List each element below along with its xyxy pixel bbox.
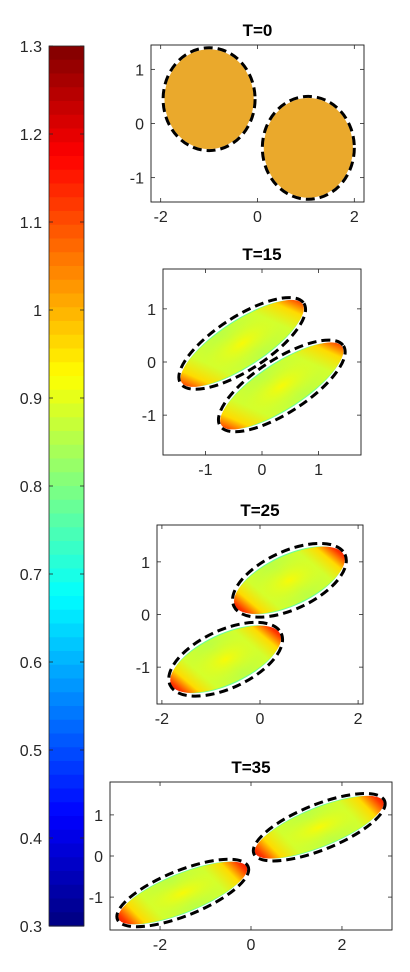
y-tick-label: 1 [141, 555, 150, 572]
y-tick-label: -1 [142, 408, 156, 425]
y-tick-label: -1 [136, 660, 150, 677]
x-tick-label: -2 [154, 209, 168, 226]
y-tick-label: 1 [135, 62, 144, 79]
droplet-fill [164, 49, 254, 150]
colorbar-tick-label: 0.6 [20, 655, 42, 672]
panel-t35: T=35 -2 0 2 1 0 -1 [89, 758, 393, 954]
colorbar-tick-label: 1.3 [20, 39, 42, 56]
y-tick-label: 0 [94, 849, 103, 866]
colorbar-tick-label: 0.7 [20, 567, 42, 584]
x-tick-label: -2 [153, 937, 167, 954]
y-tick-label: -1 [89, 890, 103, 907]
panel-title: T=25 [240, 501, 279, 520]
droplet-outline [115, 857, 251, 929]
colorbar: 1.3 1.2 1.1 1 0.9 0.8 0.7 0.6 0.5 0.4 0.3 [20, 39, 85, 936]
colorbar-tick-label: 0.5 [20, 743, 42, 760]
y-tick-label: 1 [147, 302, 156, 319]
x-tick-label: 1 [314, 462, 323, 479]
colorbar-tick-label: 0.3 [20, 919, 42, 936]
droplet-outline [216, 338, 347, 434]
droplet-outline [260, 94, 356, 201]
y-tick-label: -1 [130, 171, 144, 188]
panel-t15: T=15 -1 0 1 1 0 -1 [142, 245, 362, 479]
colorbar-tick-label: 0.4 [20, 831, 42, 848]
colorbar-tick-label: 0.8 [20, 479, 42, 496]
x-tick-label: 0 [256, 711, 265, 728]
y-tick-label: 0 [135, 117, 144, 134]
x-tick-label: -2 [155, 711, 169, 728]
droplet-outline [251, 792, 387, 863]
colorbar-tick-label: 0.9 [20, 391, 42, 408]
panel-t25: T=25 -2 0 2 1 0 -1 [136, 501, 364, 728]
panel-t0: T=0 -2 0 2 1 0 -1 [130, 21, 365, 226]
droplet-outline [231, 541, 348, 619]
x-tick-label: 2 [350, 209, 359, 226]
droplet-outline [167, 620, 285, 698]
droplet-fill [263, 97, 353, 198]
y-tick-label: 0 [141, 608, 150, 625]
y-tick-label: 1 [94, 808, 103, 825]
colorbar-tick-label: 1.1 [20, 215, 42, 232]
y-tick-label: 0 [147, 355, 156, 372]
panel-title: T=0 [243, 21, 273, 40]
x-tick-label: 0 [247, 937, 256, 954]
x-tick-label: -1 [198, 462, 212, 479]
panel-title: T=35 [231, 758, 270, 777]
droplet-outline [161, 46, 257, 153]
colorbar-tick-label: 1.2 [20, 127, 42, 144]
x-tick-label: 0 [253, 209, 262, 226]
colorbar-tick-label: 1 [33, 303, 42, 320]
x-tick-label: 0 [258, 462, 267, 479]
x-tick-label: 2 [354, 711, 363, 728]
x-tick-label: 2 [338, 937, 347, 954]
panel-title: T=15 [242, 245, 281, 264]
